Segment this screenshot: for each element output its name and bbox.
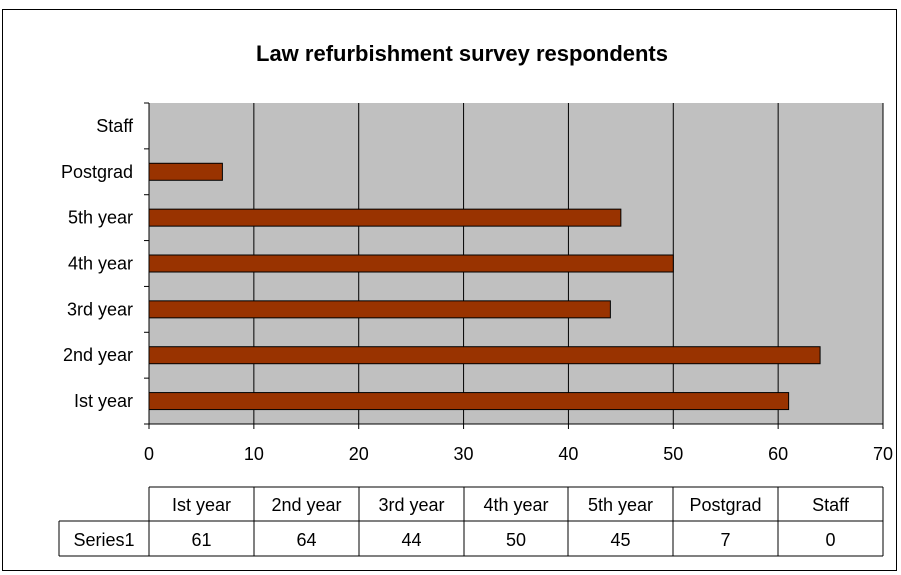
y-tick-label: 5th year (68, 208, 133, 228)
table-header-cell: 4th year (483, 495, 548, 515)
chart-title: Law refurbishment survey respondents (256, 41, 668, 66)
bar-2nd-year (148, 346, 821, 365)
table-header-cell: Postgrad (689, 495, 761, 515)
x-tick-label: 20 (349, 444, 369, 464)
table-header-cell: 2nd year (271, 495, 341, 515)
table-header-cell: Ist year (172, 495, 231, 515)
x-tick-label: 60 (768, 444, 788, 464)
data-table: Ist year 2nd year 3rd year 4th year 5th year… (58, 486, 884, 557)
y-tick-label: 3rd year (67, 299, 133, 319)
x-tick-label: 10 (244, 444, 264, 464)
table-value-cell: 44 (401, 530, 421, 550)
x-tick-label: 30 (454, 444, 474, 464)
y-tick-label: Staff (96, 116, 134, 136)
table-value-cell: 0 (825, 530, 835, 550)
bar-ist-year (148, 392, 790, 411)
y-tick-label: Ist year (74, 391, 133, 411)
x-tick-label: 40 (558, 444, 578, 464)
y-tick-label: Postgrad (61, 162, 133, 182)
table-value-cell: 50 (506, 530, 526, 550)
table-value-cell: 7 (720, 530, 730, 550)
x-tick-label: 70 (873, 444, 893, 464)
y-tick-label: 2nd year (63, 345, 133, 365)
table-series-name: Series1 (73, 530, 134, 550)
table-value-cell: 64 (296, 530, 316, 550)
table-header-cell: 5th year (588, 495, 653, 515)
table-header-cell: 3rd year (378, 495, 444, 515)
bar-postgrad (148, 162, 223, 181)
table-header-cell: Staff (812, 495, 850, 515)
x-tick-label: 50 (663, 444, 683, 464)
bar-5th-year (148, 208, 622, 227)
x-tick-label: 0 (144, 444, 154, 464)
table-value-cell: 45 (610, 530, 630, 550)
y-tick-label: 4th year (68, 254, 133, 274)
plot-area: Ist year 2nd year 3rd year 4th year 5th year… (61, 102, 893, 464)
table-value-cell: 61 (191, 530, 211, 550)
bar-4th-year (148, 254, 674, 273)
bar-3rd-year (148, 300, 611, 319)
